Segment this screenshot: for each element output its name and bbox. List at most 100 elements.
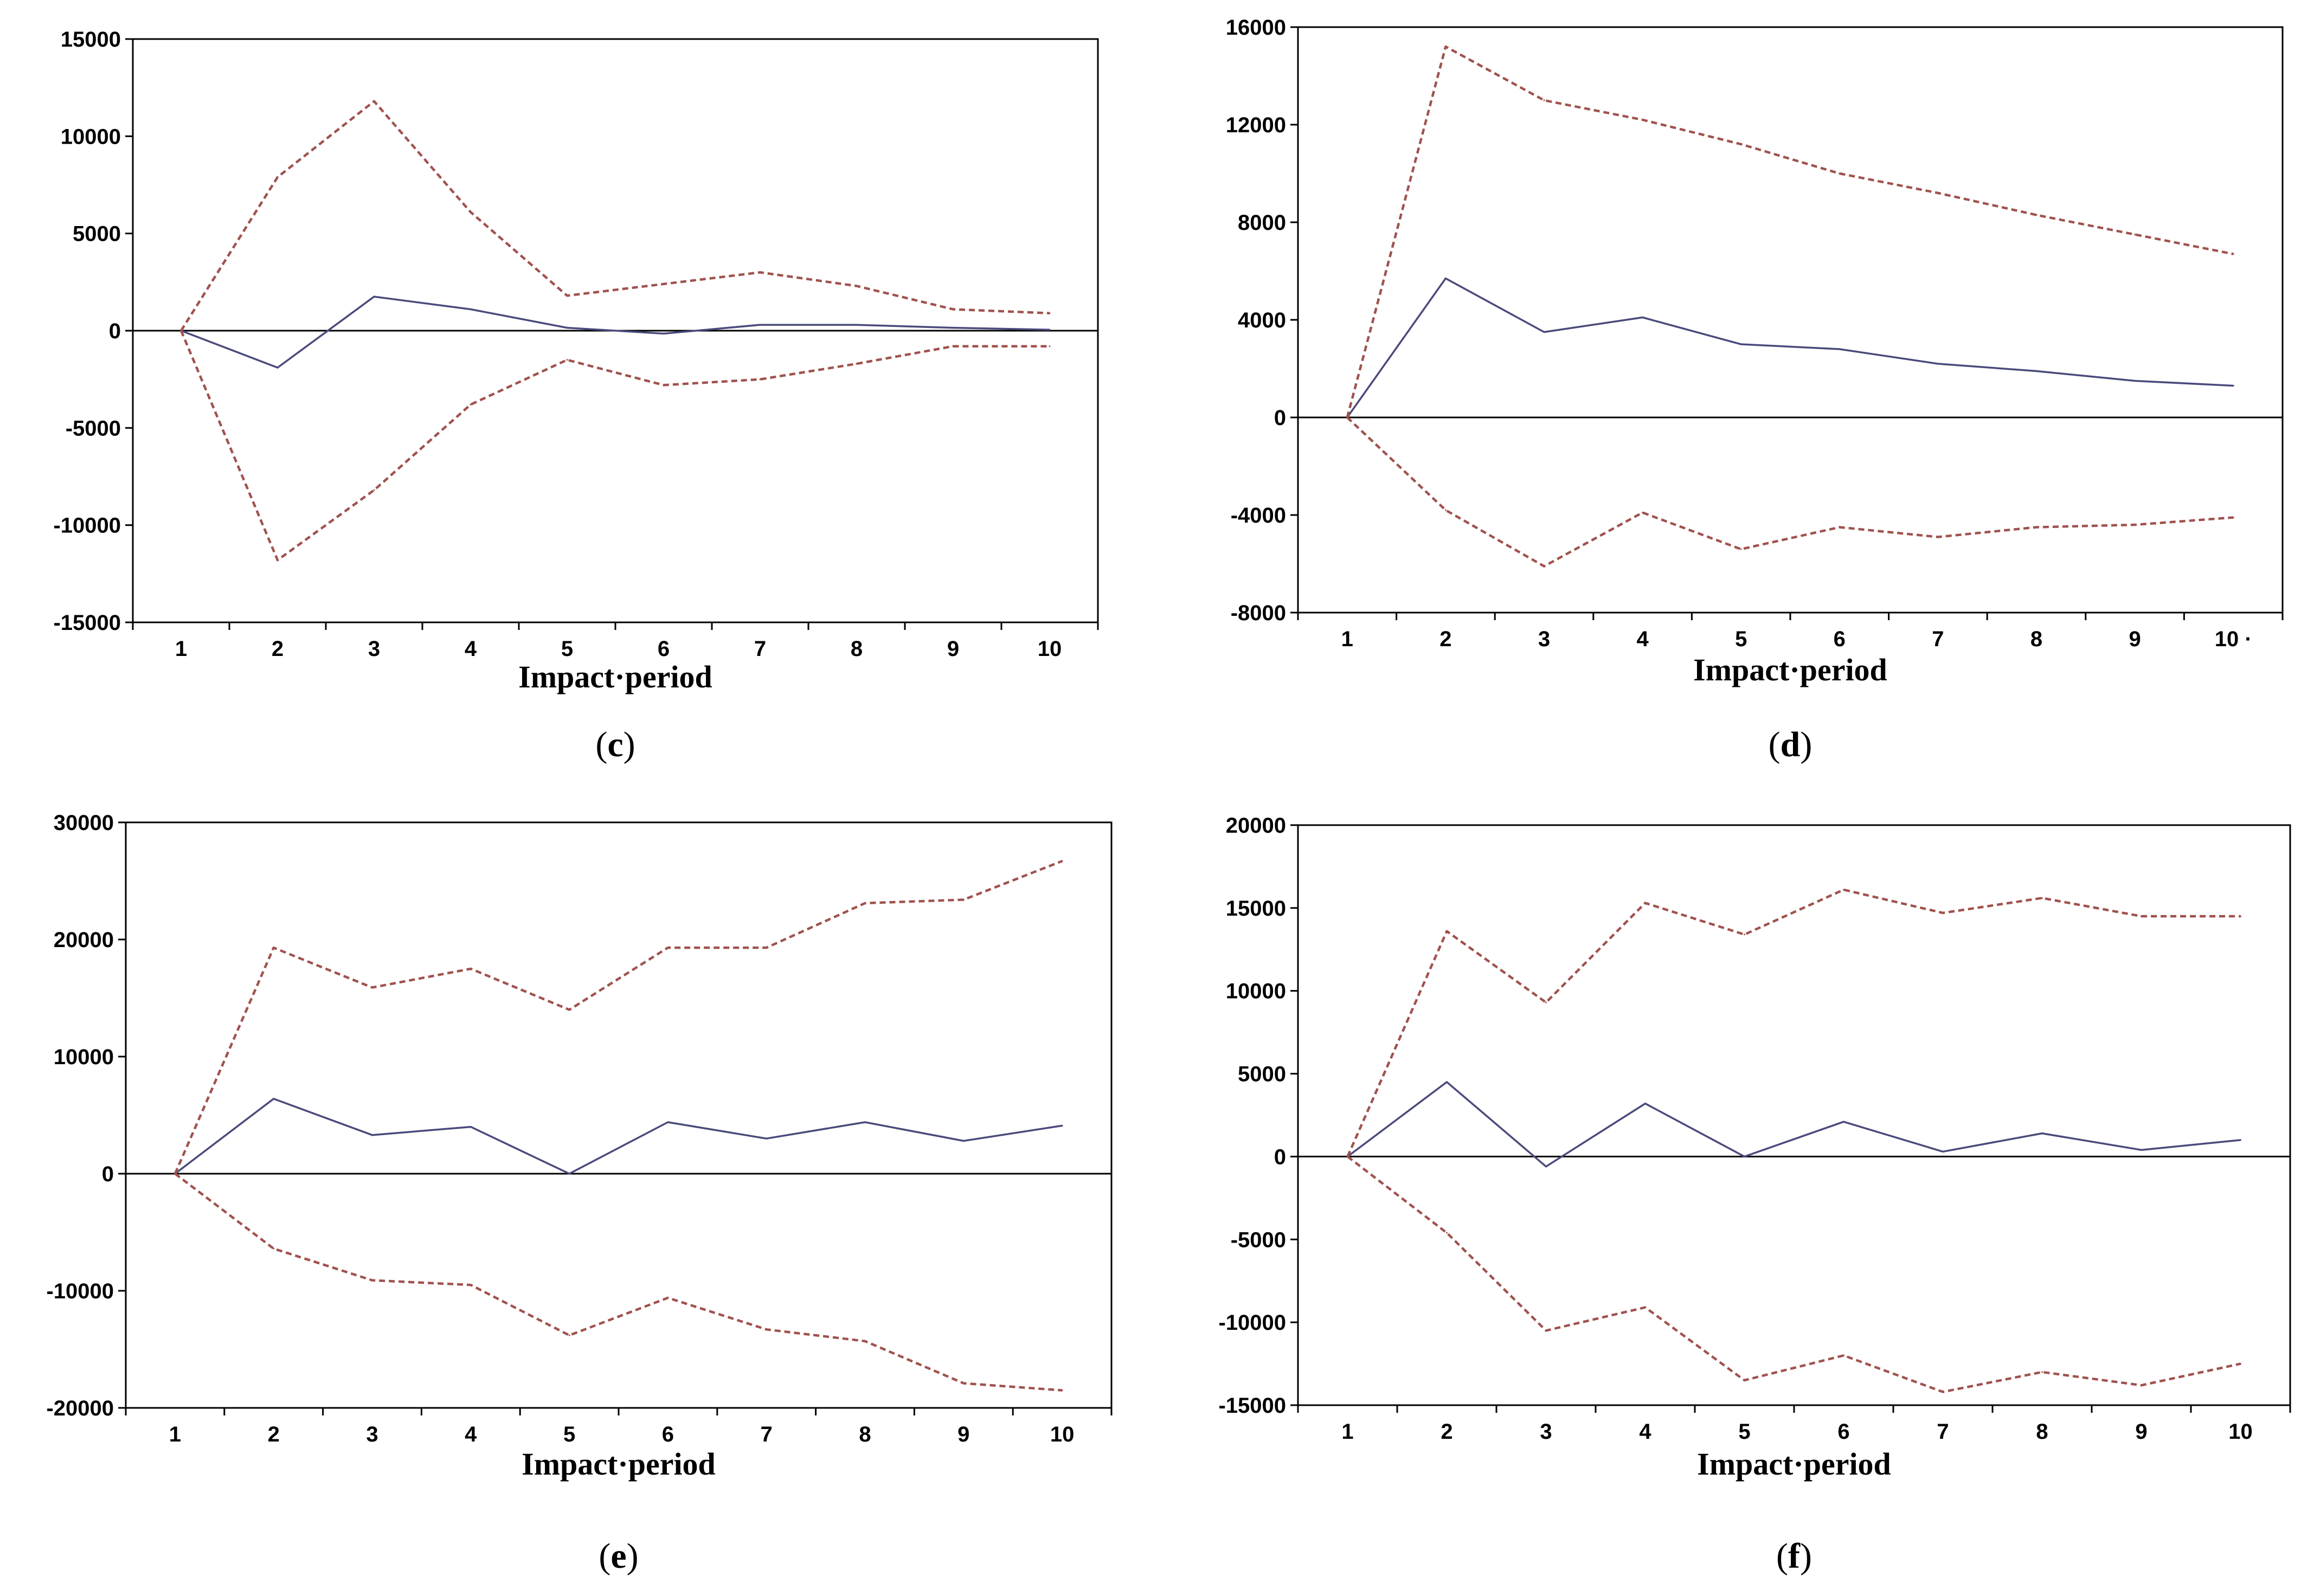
data-point-c-0-1 [277,366,279,369]
data-point-c-0-6 [759,324,761,326]
data-point-c-0-4 [566,327,568,329]
series-line-f-response [1347,1081,2241,1168]
x-tick-label-f-3: 4 [1639,1420,1651,1444]
y-tick-label-e-5: 30000 [54,811,114,835]
data-point-e-1-6 [766,947,768,949]
data-point-c-2-9 [1049,345,1051,347]
x-tick-label-c-4: 5 [561,637,573,661]
y-tick-label-e-1: -10000 [46,1279,114,1303]
data-point-d-2-8 [2134,524,2136,526]
data-point-f-0-2 [1545,1166,1547,1168]
panel-caption-c: (c) [595,725,635,764]
x-tick-label-c-9: 10 [1038,637,1062,661]
x-tick-label-d-0: 1 [1341,627,1353,651]
data-point-c-2-5 [663,384,665,386]
x-tick-label-f-0: 1 [1341,1420,1353,1444]
data-point-e-1-2 [371,987,373,989]
data-point-d-2-9 [2232,517,2234,518]
data-point-d-0-6 [1937,363,1939,365]
x-tick-label-c-0: 1 [175,637,187,661]
data-point-c-2-8 [952,345,954,347]
data-point-e-2-1 [273,1247,275,1250]
data-point-c-1-9 [1049,312,1051,314]
series-line-f-lower-band [1347,1155,2241,1393]
data-point-e-0-5 [667,1121,669,1123]
x-tick-label-e-6: 7 [761,1423,773,1446]
y-tick-label-f-1: -10000 [1218,1311,1286,1335]
data-point-d-0-2 [1543,331,1545,333]
data-point-c-1-4 [566,294,568,297]
panel-caption-d: (d) [1769,725,1812,764]
x-tick-label-f-8: 9 [2135,1420,2147,1444]
data-point-d-1-9 [2232,253,2234,255]
data-point-d-2-7 [2035,526,2038,528]
data-point-f-1-1 [1446,930,1448,932]
data-point-e-1-3 [470,968,472,970]
x-tick-label-c-5: 6 [658,637,670,661]
data-point-f-0-4 [1744,1155,1745,1157]
y-tick-label-c-0: -15000 [53,611,121,635]
y-tick-label-f-5: 10000 [1226,980,1286,1003]
x-tick-label-d-1: 2 [1439,627,1451,651]
x-tick-label-d-6: 7 [1932,627,1944,651]
x-tick-label-e-7: 8 [859,1423,871,1446]
x-tick-label-c-1: 2 [272,637,284,661]
data-point-e-2-0 [174,1173,176,1175]
data-point-d-0-4 [1740,343,1742,345]
chart-panel-f: -15000 -10000 -5000 0 5000 10000 15000 20000 1 2 3… [1150,798,2301,1596]
data-point-f-2-4 [1744,1379,1745,1381]
data-point-f-0-8 [2141,1149,2142,1151]
data-point-d-0-5 [1839,348,1841,350]
x-axis-title-c: Impact·period [518,659,712,694]
y-tick-label-f-7: 20000 [1226,814,1286,838]
y-tick-label-f-2: -5000 [1231,1228,1286,1252]
data-point-f-0-7 [2041,1132,2043,1135]
data-point-d-0-7 [2035,370,2038,372]
data-point-f-0-6 [1942,1150,1944,1153]
data-point-c-2-0 [180,330,182,332]
y-tick-label-d-1: -4000 [1231,504,1286,527]
chart-c-svg: -15000 -10000 -5000 0 5000 10000 15000 1 2 3 4 5 6 7 8… [53,28,1099,764]
data-point-d-2-6 [1937,536,1939,538]
y-tick-label-e-0: -20000 [46,1397,114,1420]
series-line-d-response [1346,277,2234,419]
y-tick-label-c-5: 10000 [61,125,121,149]
data-point-f-1-8 [2141,915,2142,917]
chart-e-svg: -20000 -10000 0 10000 20000 30000 1 2 3 4 5 6 7 8 9 10 I… [46,811,1113,1576]
panel-caption-f: (f) [1776,1536,1812,1576]
y-tick-label-d-0: -8000 [1231,601,1286,625]
y-tick-label-d-3: 4000 [1238,308,1286,332]
y-tick-label-c-3: 0 [109,319,121,343]
series-line-e-upper-band [173,860,1063,1174]
data-point-e-2-7 [864,1340,866,1342]
data-point-d-1-1 [1444,46,1447,48]
y-tick-label-c-1: -10000 [53,514,121,538]
x-tick-label-e-3: 4 [465,1423,477,1446]
y-tick-label-c-2: -5000 [66,416,121,440]
x-tick-label-d-9: 10 · [2215,627,2252,651]
y-tick-label-d-5: 12000 [1226,113,1286,137]
x-axis-title-e: Impact·period [522,1446,716,1482]
data-point-f-2-7 [2041,1371,2043,1373]
data-point-d-1-8 [2134,234,2136,235]
series-line-e-lower-band [174,1173,1063,1392]
x-tick-label-e-4: 5 [563,1423,575,1446]
data-point-c-0-7 [856,324,858,326]
data-point-e-2-8 [962,1382,965,1385]
y-tick-label-c-4: 5000 [73,222,121,246]
y-tick-label-c-6: 15000 [61,28,121,52]
x-tick-label-d-4: 5 [1735,627,1747,651]
data-point-c-2-1 [277,559,279,561]
x-tick-label-e-8: 9 [957,1423,969,1446]
data-point-f-2-1 [1446,1232,1448,1234]
x-tick-label-f-9: 10 [2228,1420,2253,1444]
data-point-e-0-2 [371,1134,373,1136]
plot-frame-e [125,821,1113,1409]
data-point-d-0-1 [1444,278,1447,279]
data-point-f-2-5 [1843,1354,1844,1356]
data-point-c-0-8 [952,327,954,329]
chart-panel-e: -20000 -10000 0 10000 20000 30000 1 2 3 4 5 6 7 8 9 10 I… [0,798,1150,1596]
data-point-d-1-5 [1839,172,1841,175]
x-tick-label-f-2: 3 [1540,1420,1552,1444]
data-point-e-1-5 [667,947,669,949]
